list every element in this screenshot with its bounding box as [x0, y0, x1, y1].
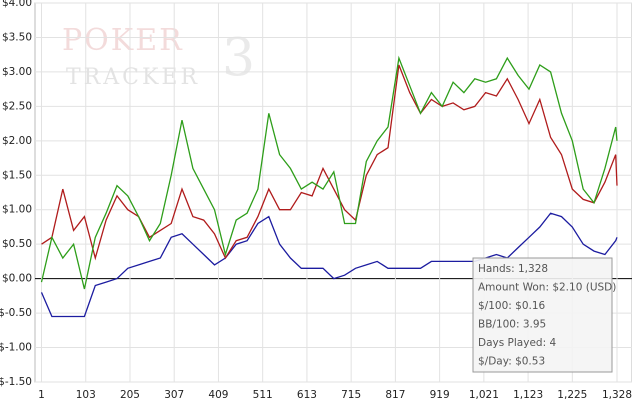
x-tick-label: 919 [430, 389, 450, 401]
tooltip: Hands: 1,328 Amount Won: $2.10 (USD) $/100… [472, 257, 616, 373]
watermark-brand: POKER [62, 23, 184, 58]
x-tick-label: 817 [385, 389, 405, 401]
tooltip-line: Hands: 1,328 [478, 263, 548, 275]
watermark: POKER TRACKER 3 [62, 23, 255, 90]
y-tick-label: $2.00 [2, 135, 32, 147]
x-tick-label: 1,225 [557, 389, 587, 401]
y-tick-label: $1.00 [2, 204, 32, 216]
y-tick-label: $-1.00 [0, 342, 32, 354]
tooltip-line: Days Played: 4 [478, 337, 556, 349]
x-tick-label: 715 [341, 389, 361, 401]
y-tick-label: $0.50 [2, 238, 32, 250]
series-line [40, 212, 618, 318]
y-tick-label: $3.50 [2, 31, 32, 43]
tooltip-line: $/Day: $0.53 [478, 356, 545, 368]
watermark-version: 3 [222, 29, 255, 89]
tooltip-line: Amount Won: $2.10 (USD) [478, 282, 616, 294]
y-tick-label: $-0.50 [0, 307, 32, 319]
tooltip-line: $/100: $0.16 [478, 300, 546, 312]
x-tick-label: 1 [38, 389, 45, 401]
x-tick-label: 1,328 [602, 389, 632, 401]
tooltip-line: BB/100: 3.95 [478, 319, 546, 331]
x-tick-label: 103 [76, 389, 96, 401]
series-line [40, 55, 618, 290]
y-tick-label: $1.50 [2, 169, 32, 181]
lines [40, 55, 618, 318]
y-tick-label: $3.00 [2, 66, 32, 78]
x-tick-label: 1,123 [513, 389, 543, 401]
y-tick-label: $0.00 [2, 273, 32, 285]
y-tick-label: $4.00 [2, 0, 32, 9]
y-tick-label: $2.50 [2, 100, 32, 112]
y-tick-label: $-1.50 [0, 376, 32, 388]
x-tick-label: 409 [208, 389, 228, 401]
watermark-product: TRACKER [66, 65, 200, 90]
x-tick-label: 613 [297, 389, 317, 401]
x-tick-label: 1,021 [469, 389, 499, 401]
tooltip-box [472, 257, 613, 373]
x-tick-label: 307 [164, 389, 184, 401]
x-tick-label: 511 [253, 389, 273, 401]
x-tick-label: 205 [120, 389, 140, 401]
